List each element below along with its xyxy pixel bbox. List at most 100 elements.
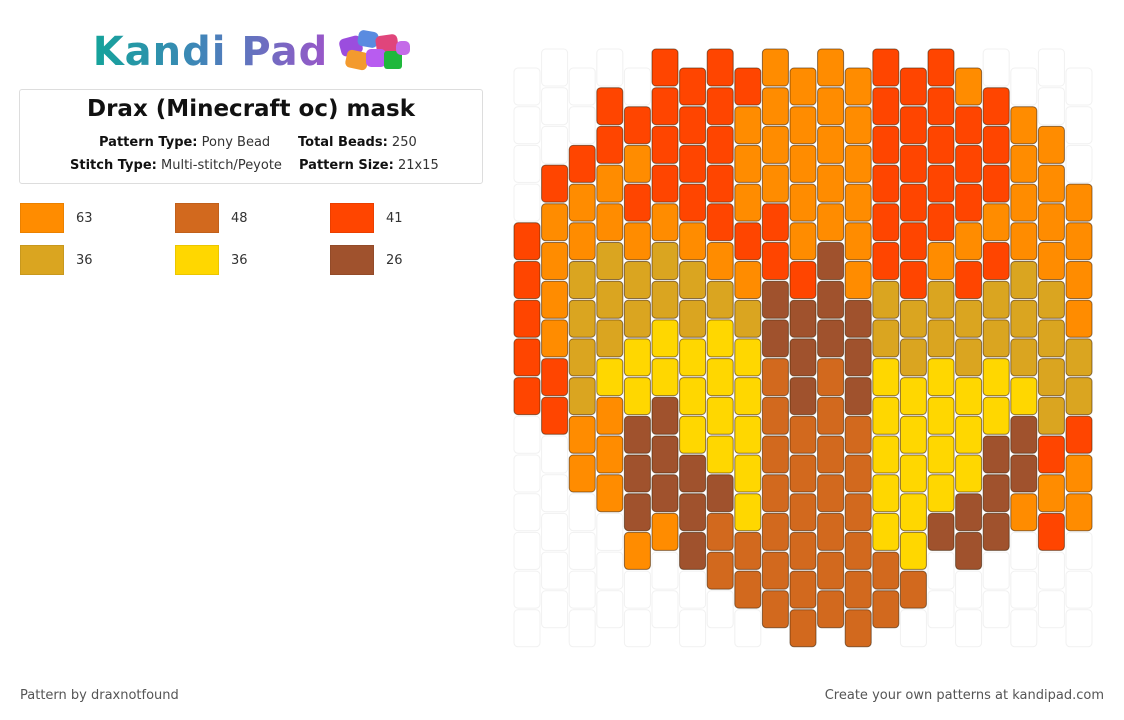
bead [872, 590, 900, 629]
bead [568, 454, 596, 493]
empty-bead [1037, 551, 1065, 590]
bead [541, 358, 569, 397]
bead [623, 261, 651, 299]
bead [679, 144, 707, 183]
bead [679, 183, 707, 222]
bead [955, 144, 983, 183]
pattern-size: Pattern Size: 21x15 [299, 158, 439, 173]
bead [513, 299, 541, 338]
bead [568, 377, 596, 416]
bead [899, 261, 927, 299]
bead [679, 377, 707, 416]
bead [596, 87, 624, 126]
bead [1037, 435, 1065, 474]
bead [927, 242, 955, 280]
empty-bead [513, 415, 541, 454]
bead [789, 67, 817, 106]
bead-pattern-grid [513, 48, 1093, 648]
create-patterns-link[interactable]: Create your own patterns at kandipad.com [824, 688, 1104, 703]
bead [1037, 319, 1065, 358]
bead [844, 377, 872, 416]
bead [899, 222, 927, 261]
bead [761, 319, 789, 358]
bead [817, 590, 845, 629]
bead [706, 396, 734, 435]
bead-count: 36 [76, 252, 93, 268]
bead [623, 144, 651, 183]
bead [706, 512, 734, 551]
bead [596, 125, 624, 164]
bead [1010, 183, 1038, 222]
bead [982, 203, 1010, 242]
kandi-pad-logo[interactable]: Kandi Pad [0, 26, 505, 78]
pattern-type: Pattern Type: Pony Bead [99, 135, 270, 150]
empty-bead [1010, 609, 1038, 648]
color-swatch [20, 245, 64, 275]
empty-bead [899, 609, 927, 648]
empty-bead [541, 512, 569, 551]
bead [679, 493, 707, 532]
empty-bead [651, 590, 679, 629]
empty-bead [1065, 67, 1093, 106]
empty-bead [596, 590, 624, 629]
bead [844, 144, 872, 183]
bead [679, 222, 707, 261]
empty-bead [1037, 87, 1065, 126]
bead [651, 280, 679, 319]
bead [927, 125, 955, 164]
bead [872, 396, 900, 435]
bead [927, 203, 955, 242]
bead [1037, 242, 1065, 280]
bead [789, 531, 817, 570]
bead [651, 125, 679, 164]
bead [651, 48, 679, 87]
color-swatch [175, 203, 219, 233]
empty-bead [513, 531, 541, 570]
bead [872, 48, 900, 87]
empty-bead [541, 551, 569, 590]
bead [872, 203, 900, 242]
bead [899, 531, 927, 570]
bead [761, 87, 789, 126]
empty-bead [1065, 144, 1093, 183]
bead [513, 338, 541, 377]
bead [789, 609, 817, 648]
bead [1037, 164, 1065, 203]
bead [817, 48, 845, 87]
bead [789, 183, 817, 222]
empty-bead [513, 454, 541, 493]
bead [789, 570, 817, 609]
legend-item: 36 [20, 245, 93, 275]
bead [1065, 415, 1093, 454]
bead [1037, 125, 1065, 164]
bead [927, 164, 955, 203]
bead [844, 261, 872, 299]
bead [734, 144, 762, 183]
bead [623, 377, 651, 416]
bead [982, 280, 1010, 319]
bead [761, 125, 789, 164]
bead [899, 415, 927, 454]
bead [844, 531, 872, 570]
bead [844, 222, 872, 261]
bead [761, 242, 789, 280]
bead [568, 415, 596, 454]
empty-bead [734, 609, 762, 648]
bead [679, 338, 707, 377]
bead [817, 125, 845, 164]
bead [899, 493, 927, 532]
bead [623, 493, 651, 532]
bead [568, 222, 596, 261]
bead [734, 106, 762, 145]
bead [927, 474, 955, 513]
bead [872, 551, 900, 590]
pattern-size-label: Pattern Size: [299, 158, 394, 173]
bead [706, 551, 734, 590]
bead [1065, 338, 1093, 377]
bead [1065, 493, 1093, 532]
bead [955, 454, 983, 493]
bead [679, 67, 707, 106]
bead [982, 319, 1010, 358]
bead [513, 222, 541, 261]
bead [982, 512, 1010, 551]
